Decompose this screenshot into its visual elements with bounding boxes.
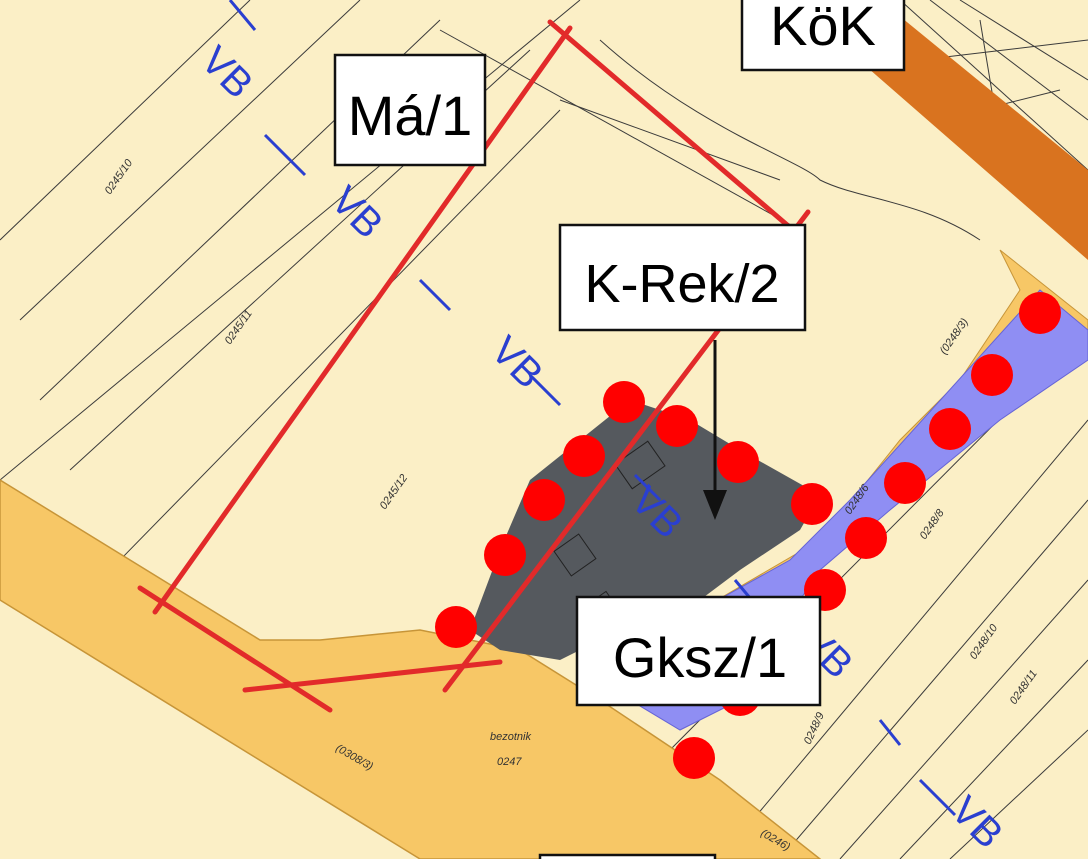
vertical-arrow-icon — [703, 340, 727, 520]
zone-label-ma1: Má/1 — [333, 53, 487, 167]
tree-marker-icon — [929, 408, 971, 450]
tree-marker-icon — [1019, 292, 1061, 334]
tree-marker-icon — [673, 737, 715, 779]
tree-marker-icon — [484, 534, 526, 576]
tree-marker-icon — [971, 354, 1013, 396]
parcel-0247: 0247 — [497, 756, 522, 768]
tree-marker-icon — [845, 517, 887, 559]
parcel-bezotnik: bezotnik — [490, 731, 531, 743]
tree-marker-icon — [603, 381, 645, 423]
tree-marker-icon — [656, 405, 698, 447]
tree-marker-icon — [523, 479, 565, 521]
vb-line — [228, 0, 957, 817]
zone-label-partial — [538, 853, 717, 859]
tree-markers — [435, 292, 1061, 779]
zone-label-ma1-text: Má/1 — [348, 84, 473, 147]
tree-marker-icon — [717, 441, 759, 483]
zone-label-gksz1-text: Gksz/1 — [613, 626, 787, 689]
tree-marker-icon — [563, 435, 605, 477]
tree-marker-icon — [791, 483, 833, 525]
zone-label-kok-text: KöK — [770, 0, 876, 57]
zone-label-kok: KöK — [740, 0, 906, 72]
zone-label-gksz1: Gksz/1 — [575, 595, 822, 707]
tree-marker-icon — [435, 606, 477, 648]
zone-label-krek2-text: K-Rek/2 — [584, 254, 779, 314]
zone-label-krek2: K-Rek/2 — [558, 223, 807, 332]
tree-marker-icon — [884, 462, 926, 504]
